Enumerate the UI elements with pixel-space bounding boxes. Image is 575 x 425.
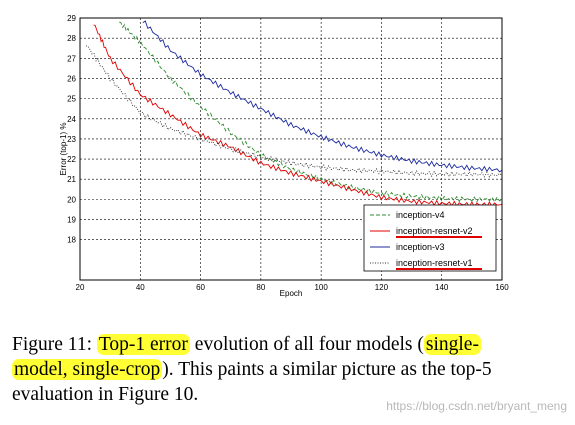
series-line-inception-v3 [142,20,503,173]
y-tick-label: 24 [67,115,76,124]
caption-highlight-top1: Top-1 error [96,334,190,355]
x-tick-label: 100 [314,283,328,292]
legend-entry: inception-v4 [396,210,445,220]
chart: 20 40 60 80 100 120 140 160 18 19 20 21 22 23 24 25 26 27… [59,14,509,298]
caption-mid: evolution of all four models ( [189,334,424,355]
x-axis-label: Epoch [280,289,303,298]
x-tick-label: 60 [196,283,205,292]
series-line-inception-resnet-v2 [93,24,503,208]
y-tick-label: 25 [67,95,76,104]
y-tick-label: 29 [67,14,76,23]
y-tick-label: 26 [67,74,76,83]
y-tick-label: 21 [67,175,76,184]
x-tick-label: 160 [495,283,509,292]
caption-rest: ). This paints a similar picture as the … [12,359,492,405]
tick-labels: 20 40 60 80 100 120 140 160 18 19 20 21 22 23 24 25 26 27… [67,14,509,292]
y-tick-label: 27 [67,54,76,63]
y-tick-label: 28 [67,34,76,43]
watermark: https://blog.csdn.net/bryant_meng [386,399,567,413]
caption-prefix: Figure 11: [12,334,97,355]
y-tick-label: 22 [67,155,76,164]
legend: inception-v4 inception-resnet-v2 inception… [363,204,497,272]
y-tick-label: 18 [67,236,76,245]
series-line-inception-resnet-v1 [85,45,503,178]
y-axis-label: Error (top-1) % [59,123,68,176]
series-layer [85,20,503,208]
series-line-inception-v4 [119,21,503,203]
caption-highlight-single-b: model, single-crop [12,359,163,380]
x-tick-label: 80 [256,283,265,292]
y-tick-label: 19 [67,216,76,225]
y-tick-label: 20 [67,195,76,204]
y-tick-label: 23 [67,135,76,144]
figure-caption: Figure 11: Top-1 error evolution of all … [12,332,572,407]
x-tick-label: 20 [76,283,85,292]
legend-entry: inception-resnet-v1 [396,258,473,268]
caption-highlight-single-a: single- [423,334,481,355]
x-tick-label: 40 [136,283,145,292]
x-tick-label: 140 [435,283,449,292]
x-tick-label: 120 [375,283,389,292]
legend-entry: inception-v3 [396,242,445,252]
plot-frame [79,17,503,281]
legend-entry: inception-resnet-v2 [396,226,473,236]
